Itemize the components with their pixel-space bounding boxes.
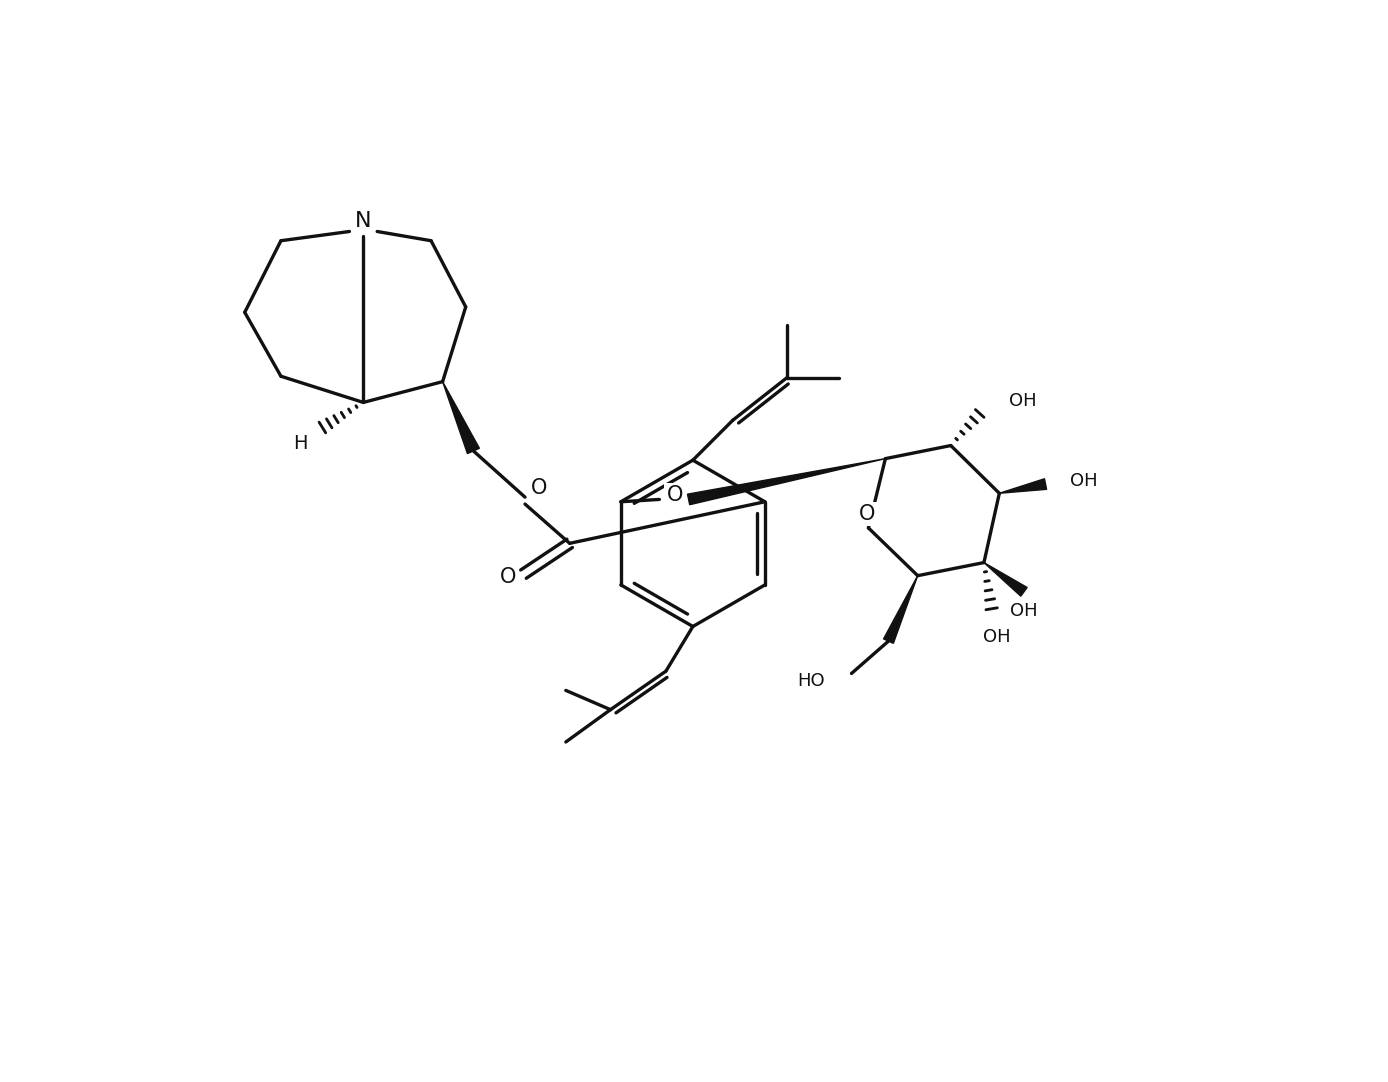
Text: O: O bbox=[666, 485, 683, 505]
Text: H: H bbox=[293, 434, 307, 452]
Text: OH: OH bbox=[1010, 602, 1038, 620]
Text: O: O bbox=[859, 504, 874, 524]
Polygon shape bbox=[984, 563, 1027, 596]
Text: N: N bbox=[355, 211, 372, 230]
Text: OH: OH bbox=[1070, 472, 1098, 490]
Polygon shape bbox=[687, 459, 886, 504]
Text: HO: HO bbox=[797, 672, 824, 690]
Polygon shape bbox=[999, 478, 1047, 493]
Text: O: O bbox=[500, 567, 516, 588]
Polygon shape bbox=[884, 576, 917, 644]
Text: OH: OH bbox=[1009, 392, 1037, 410]
Text: O: O bbox=[530, 478, 547, 498]
Text: OH: OH bbox=[983, 629, 1010, 646]
Polygon shape bbox=[443, 382, 479, 453]
